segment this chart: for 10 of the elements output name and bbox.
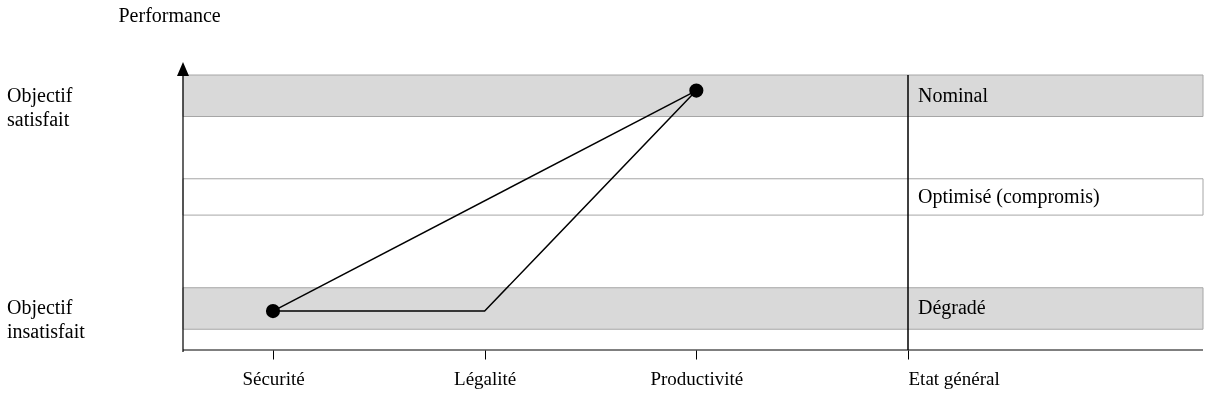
x-tick-label: Productivité [650, 367, 744, 389]
band-label: Dégradé [918, 296, 986, 320]
x-tick-label: Légalité [454, 367, 517, 389]
text: Objectif satisfait [7, 83, 73, 130]
x-tick-label: Sécurité [242, 367, 305, 389]
band-label: Optimisé (compromis) [918, 184, 1100, 208]
x-tick-label: Etat général [908, 367, 1000, 389]
band-label: Nominal [918, 83, 989, 106]
text: Objectif insatisfait [7, 296, 86, 343]
y-axis-title: Performance [118, 3, 221, 26]
